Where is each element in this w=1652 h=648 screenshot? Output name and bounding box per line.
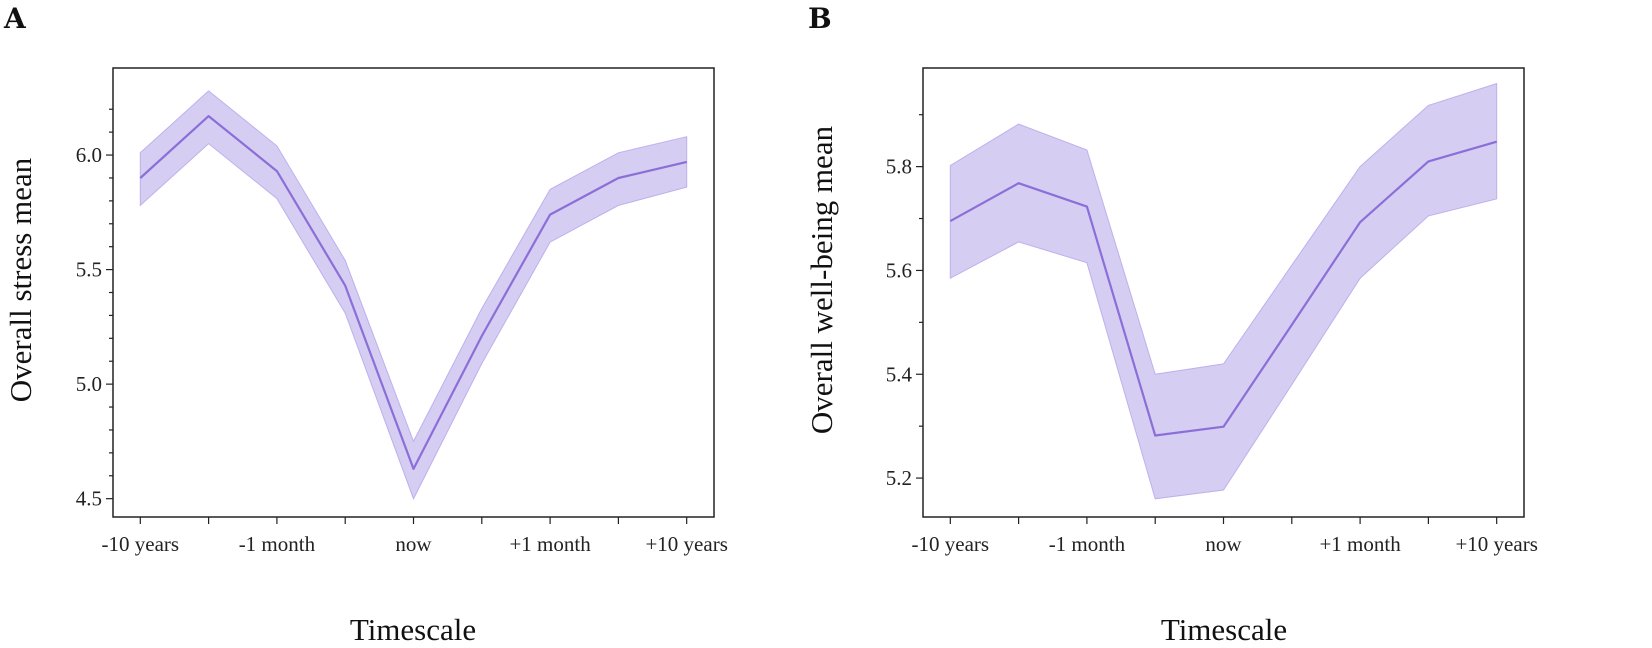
panel-b-x-axis-title: Timescale [1161, 612, 1287, 647]
panel-b-y-ticks: 5.2 5.4 5.6 5.8 [886, 114, 923, 490]
x-tick-label: now [1205, 532, 1242, 556]
panel-a-band-layer [139, 90, 688, 500]
panel-a: A -10 years -1 month now +1 month +10 years … [3, 2, 728, 647]
panel-b-confidence-band [949, 82, 1498, 500]
x-tick-label: +10 years [645, 532, 727, 556]
y-tick-label: 5.5 [76, 258, 102, 282]
x-tick-label: +10 years [1455, 532, 1537, 556]
x-tick-label: -1 month [1049, 532, 1126, 556]
panel-a-y-ticks: 4.5 5.0 5.5 6.0 [76, 108, 113, 511]
panel-a-y-axis-title: Overall stress mean [3, 157, 38, 402]
y-tick-label: 5.2 [886, 466, 912, 490]
x-tick-label: -1 month [239, 532, 316, 556]
panel-a-mean-line [139, 115, 687, 470]
x-tick-label: +1 month [509, 532, 591, 556]
panel-b-line-layer [949, 140, 1498, 437]
panel-b-y-axis-title: Overall well-being mean [804, 125, 839, 434]
panel-b-band-layer [949, 82, 1498, 500]
y-tick-label: 4.5 [76, 487, 102, 511]
panel-b-mean-line [949, 140, 1498, 437]
panel-a-confidence-band [139, 90, 688, 500]
panel-a-x-ticks: -10 years -1 month now +1 month +10 years [102, 517, 728, 556]
y-tick-label: 5.8 [886, 155, 912, 179]
x-tick-label: +1 month [1319, 532, 1401, 556]
x-tick-label: now [395, 532, 432, 556]
y-tick-label: 5.4 [886, 362, 913, 386]
panel-b: B -10 years -1 month now +1 month +10 years … [804, 2, 1538, 647]
panel-a-line-layer [139, 115, 687, 470]
x-tick-label: -10 years [912, 532, 990, 556]
panel-b-x-ticks: -10 years -1 month now +1 month +10 years [912, 517, 1538, 556]
x-tick-label: -10 years [102, 532, 180, 556]
panel-a-label: A [3, 2, 27, 35]
y-tick-label: 5.0 [76, 372, 102, 396]
panel-a-x-axis-title: Timescale [350, 612, 476, 647]
y-tick-label: 6.0 [76, 143, 102, 167]
panel-b-label: B [808, 2, 832, 35]
y-tick-label: 5.6 [886, 258, 912, 282]
